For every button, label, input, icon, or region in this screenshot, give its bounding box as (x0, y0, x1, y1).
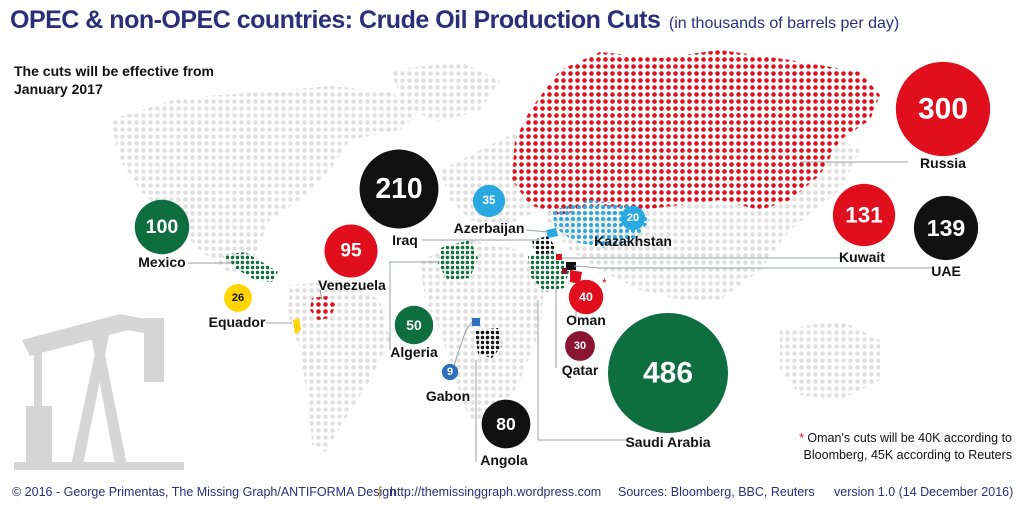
effective-date-note: The cuts will be effective from January … (14, 63, 214, 97)
venezuela-region (310, 296, 336, 320)
bubble-venezuela (324, 224, 378, 278)
greenland-shape (390, 62, 500, 122)
country-label-mexico: Mexico (138, 254, 185, 270)
bubble-equador (224, 284, 252, 312)
iraq-region (532, 236, 556, 258)
value-label-angola: 80 (496, 414, 516, 434)
value-label-venezuela: 95 (340, 241, 362, 262)
oman-footnote-star: * (602, 276, 607, 290)
value-label-iraq: 210 (375, 173, 422, 205)
bubble-mexico (134, 199, 190, 255)
value-label-kuwait: 131 (845, 203, 882, 228)
value-label-mexico: 100 (146, 216, 179, 238)
country-label-oman: Oman (566, 312, 606, 328)
value-label-azerbaijan: 35 (483, 195, 496, 207)
oil-pump-icon (14, 314, 184, 470)
country-label-qatar: Qatar (562, 362, 599, 378)
country-label-algeria: Algeria (390, 344, 438, 360)
leader-line-saudi-arabia (537, 300, 628, 441)
footnote-star: * (799, 431, 804, 445)
footer-separator: | (378, 485, 382, 499)
footer-url[interactable]: http://themissinggraph.wordpress.com (390, 485, 602, 499)
angola-region (475, 328, 502, 358)
value-label-russia: 300 (918, 93, 968, 126)
footer-sources: Sources: Bloomberg, BBC, Reuters (618, 485, 815, 499)
country-label-iraq: Iraq (392, 232, 418, 248)
bubble-qatar (565, 331, 595, 361)
value-label-algeria: 50 (406, 317, 422, 333)
value-label-saudi-arabia: 486 (643, 357, 693, 390)
bubble-angola (481, 399, 531, 449)
leader-line-algeria (389, 261, 440, 350)
mexico-region (222, 252, 278, 282)
uae-region (566, 262, 576, 270)
country-label-equador: Equador (209, 314, 266, 330)
footer-version: version 1.0 (14 December 2016) (834, 485, 1014, 499)
chart-subtitle: (in thousands of barrels per day) (668, 15, 900, 32)
footnote-text: Oman's cuts will be 40K according to Blo… (803, 431, 1012, 462)
footnote: * Oman's cuts will be 40K according to B… (772, 430, 1012, 464)
country-label-angola: Angola (480, 452, 528, 468)
value-label-uae: 139 (927, 215, 966, 241)
leader-line-venezuela (319, 289, 323, 301)
russia-region (512, 50, 880, 215)
value-label-oman: 40 (579, 290, 593, 304)
country-label-kazakhstan: Kazakhstan (594, 233, 672, 249)
country-label-kuwait: Kuwait (839, 249, 885, 265)
value-label-equador: 26 (232, 292, 244, 304)
bubble-uae (913, 195, 979, 261)
country-labels-layer: Saudi Arabia Russia Iraq UAE Kuwait Mexico Ven… (138, 155, 966, 468)
algeria-region (438, 240, 478, 280)
chart-title: OPEC & non-OPEC countries: Crude Oil Pro… (10, 6, 661, 34)
country-label-russia: Russia (920, 155, 966, 171)
south-america-shape (288, 280, 390, 452)
bubble-kuwait (832, 183, 896, 247)
value-label-kazakhstan: 20 (627, 212, 639, 224)
bubble-oman (568, 279, 604, 315)
bubble-kazakhstan (620, 205, 646, 231)
saudi-region (528, 252, 570, 292)
bubbles-layer: 486 300 210 139 131 100 95 80 50 40 35 30 26 20 9 (134, 61, 991, 449)
country-label-uae: UAE (931, 263, 961, 279)
bubble-iraq (359, 149, 439, 229)
country-label-venezuela: Venezuela (318, 277, 386, 293)
leader-line-azerbaijan (525, 229, 549, 233)
leader-lines (188, 161, 932, 462)
leader-line-gabon (453, 321, 473, 366)
footer-copyright: © 2016 - George Primentas, The Missing G… (12, 485, 397, 499)
value-label-qatar: 30 (574, 340, 586, 352)
highlighted-countries (222, 50, 880, 358)
kuwait-region (556, 254, 562, 260)
gabon-region (472, 318, 480, 326)
country-label-saudi-arabia: Saudi Arabia (625, 434, 710, 450)
country-label-azerbaijan: Azerbaijan (454, 220, 525, 236)
qatar-region (562, 268, 567, 274)
value-label-gabon: 9 (447, 366, 453, 378)
oman-region (570, 270, 582, 284)
azerbaijan-region (546, 228, 558, 238)
australia-shape (780, 320, 880, 400)
bubble-russia (895, 61, 991, 157)
equador-region (293, 318, 301, 334)
country-label-gabon: Gabon (426, 388, 470, 404)
bubble-azerbaijan (472, 184, 506, 218)
bubble-algeria (394, 305, 434, 345)
bubble-saudi-arabia (608, 313, 728, 433)
leader-line-uae (573, 265, 932, 269)
bubble-gabon (441, 363, 459, 381)
chart-title-block: OPEC & non-OPEC countries: Crude Oil Pro… (10, 6, 899, 35)
